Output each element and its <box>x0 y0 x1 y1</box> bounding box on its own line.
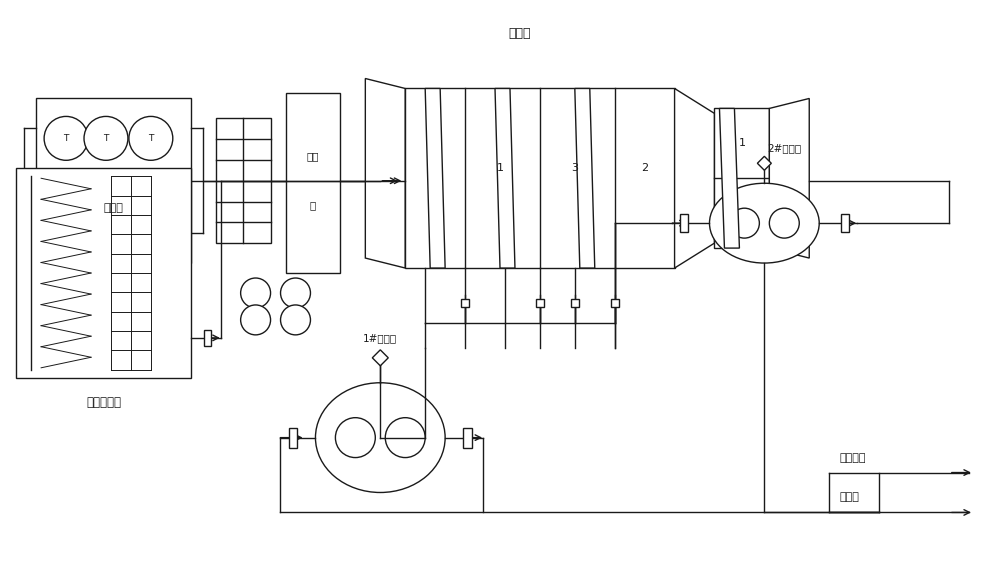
Polygon shape <box>365 78 405 268</box>
Circle shape <box>241 305 271 335</box>
Polygon shape <box>575 89 595 268</box>
Text: 器: 器 <box>310 200 316 210</box>
Polygon shape <box>757 156 771 170</box>
Bar <box>216 118 271 243</box>
Polygon shape <box>425 89 445 268</box>
Text: 电动机: 电动机 <box>104 203 123 213</box>
Bar <box>36 98 191 263</box>
Circle shape <box>729 208 759 238</box>
Circle shape <box>385 417 425 458</box>
Bar <box>714 108 769 248</box>
Circle shape <box>335 417 375 458</box>
Text: 1#中冷器: 1#中冷器 <box>363 333 397 343</box>
Bar <box>286 94 340 273</box>
Bar <box>461 299 469 307</box>
Text: 空气过滤室: 空气过滤室 <box>86 396 121 409</box>
Text: 去氧化: 去氧化 <box>839 492 859 503</box>
Circle shape <box>769 208 799 238</box>
Text: 增速: 增速 <box>307 151 319 161</box>
Text: 3: 3 <box>571 163 578 173</box>
Polygon shape <box>495 89 515 268</box>
Bar <box>611 299 619 307</box>
Text: T: T <box>103 134 109 143</box>
Text: T: T <box>148 134 154 143</box>
Bar <box>841 214 849 232</box>
Polygon shape <box>372 350 388 366</box>
Text: T: T <box>63 134 69 143</box>
Circle shape <box>241 278 271 308</box>
Circle shape <box>129 116 173 160</box>
Circle shape <box>281 305 310 335</box>
Text: 2#中冷器: 2#中冷器 <box>767 143 801 153</box>
Text: 二次空气: 二次空气 <box>839 453 866 462</box>
Text: 压缩机: 压缩机 <box>509 27 531 40</box>
Polygon shape <box>769 98 809 258</box>
Circle shape <box>281 278 310 308</box>
Text: 1: 1 <box>738 139 745 148</box>
Polygon shape <box>675 89 714 268</box>
Bar <box>289 428 297 448</box>
Ellipse shape <box>709 183 819 263</box>
Bar <box>405 89 675 268</box>
Polygon shape <box>719 108 739 248</box>
Text: 2: 2 <box>641 163 648 173</box>
Bar <box>16 168 191 378</box>
Text: 1: 1 <box>496 163 504 173</box>
Circle shape <box>84 116 128 160</box>
Ellipse shape <box>315 383 445 492</box>
Bar <box>680 214 688 232</box>
Bar <box>571 299 579 307</box>
Bar <box>536 299 544 307</box>
Bar <box>463 428 472 448</box>
Circle shape <box>44 116 88 160</box>
Bar <box>204 330 211 346</box>
